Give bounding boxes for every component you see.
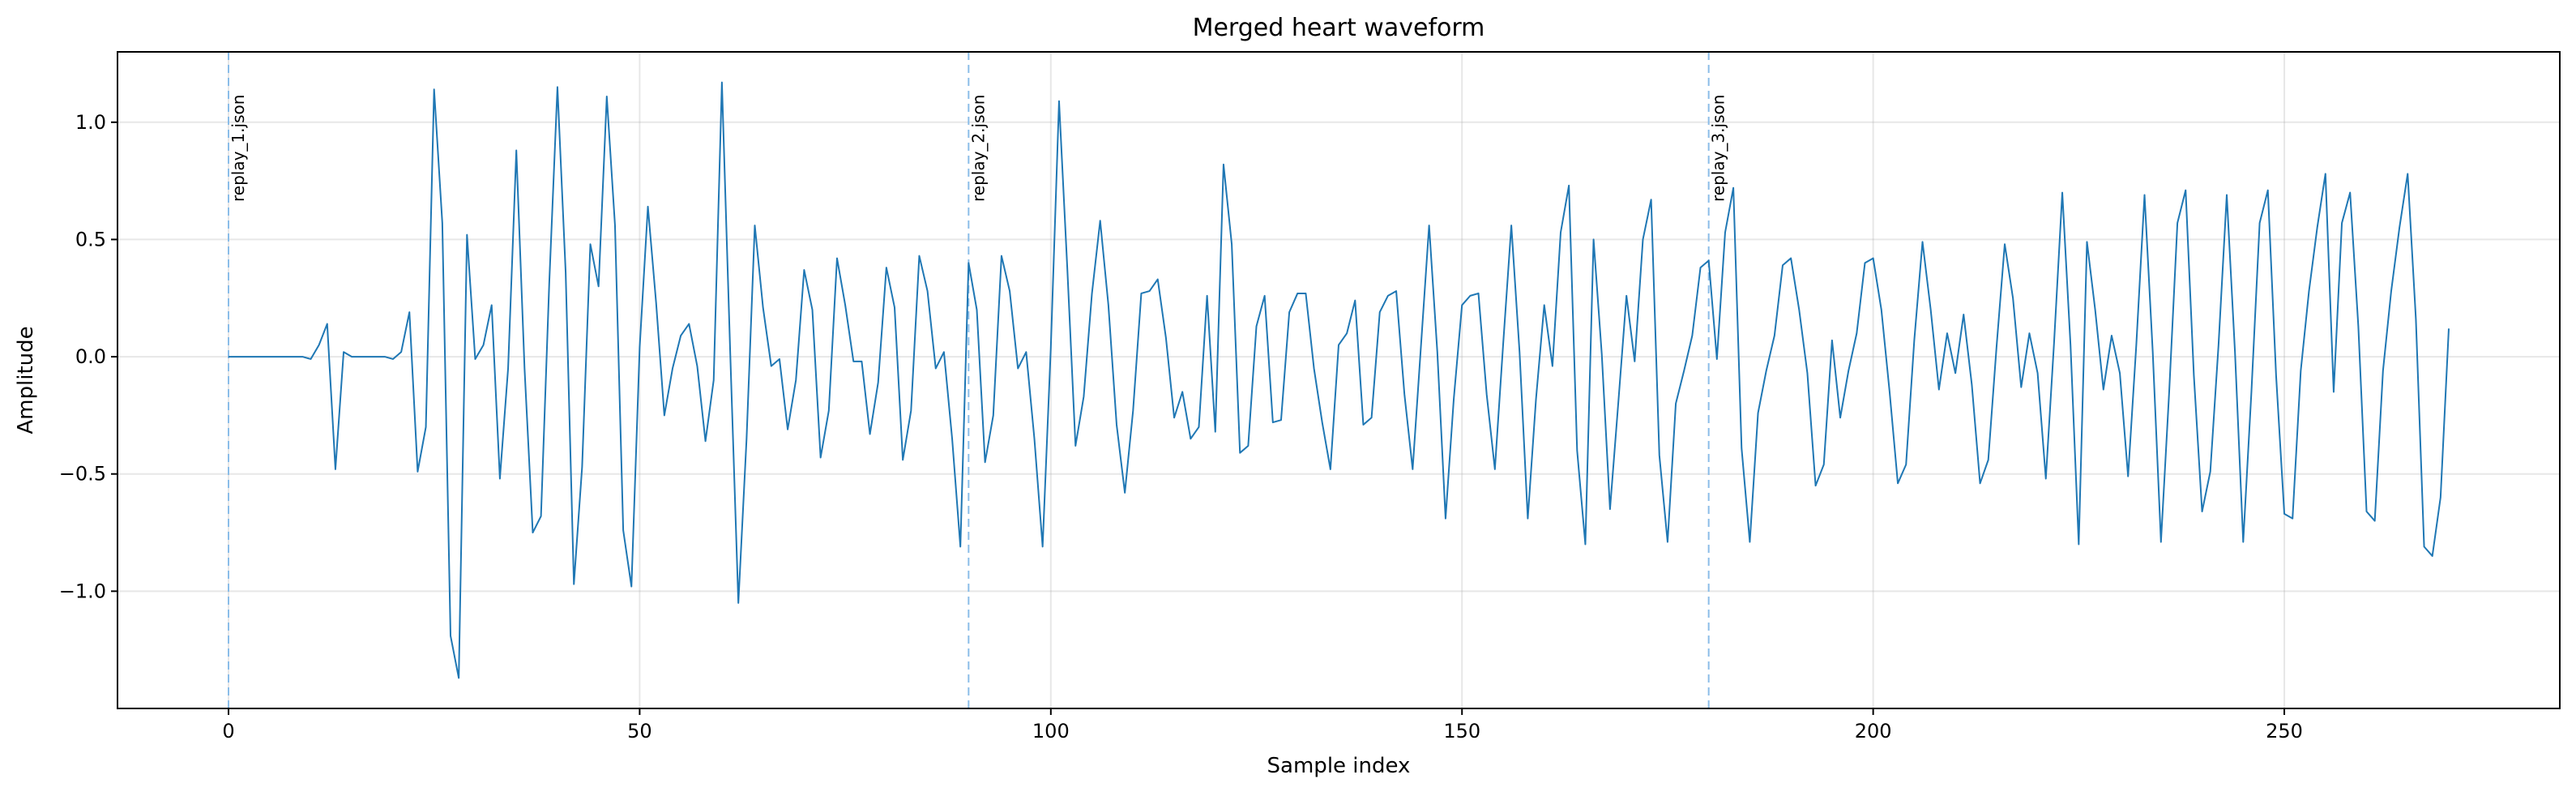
waveform-series-line — [229, 81, 2450, 679]
x-axis-label: Sample index — [1267, 754, 1411, 778]
x-tick-label: 100 — [1032, 720, 1070, 743]
y-tick-label: 0.0 — [75, 345, 106, 368]
y-axis-ticks: −1.0 −0.5 0.0 0.5 1.0 — [59, 111, 117, 602]
x-axis-ticks: 0 50 100 150 200 250 — [222, 708, 2303, 743]
file-marker-label: replay_2.json — [968, 95, 988, 202]
x-tick-label: 250 — [2266, 720, 2303, 743]
file-markers: replay_1.json replay_2.json replay_3.json — [228, 52, 1728, 708]
y-tick-label: 0.5 — [75, 228, 106, 250]
chart-title: Merged heart waveform — [1193, 14, 1485, 42]
file-marker-label: replay_1.json — [229, 95, 248, 202]
plot-frame — [117, 51, 2561, 709]
y-tick-label: −0.5 — [59, 463, 106, 486]
plot-area — [229, 81, 2450, 679]
y-axis-label: Amplitude — [14, 326, 38, 434]
y-tick-label: −1.0 — [59, 580, 106, 602]
file-marker-label: replay_3.json — [1709, 95, 1728, 202]
x-tick-label: 150 — [1443, 720, 1480, 743]
x-tick-label: 0 — [222, 720, 234, 743]
x-tick-label: 50 — [627, 720, 652, 743]
y-tick-label: 1.0 — [75, 111, 106, 134]
x-tick-label: 200 — [1855, 720, 1892, 743]
